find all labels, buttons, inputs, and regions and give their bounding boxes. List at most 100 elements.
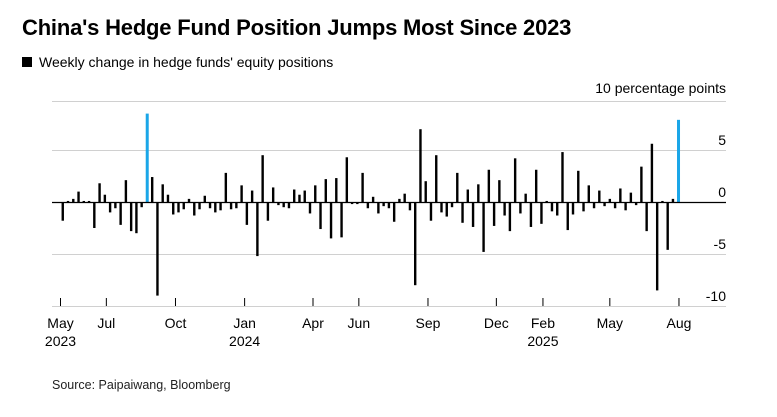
bar — [429, 202, 433, 221]
bar — [603, 202, 606, 207]
bar — [82, 200, 85, 202]
bar — [466, 189, 469, 202]
bar — [545, 200, 548, 202]
bar — [66, 200, 70, 202]
x-tick-year-label: 2024 — [229, 333, 260, 349]
bar — [324, 179, 327, 202]
bar — [414, 202, 417, 286]
bar — [498, 180, 501, 202]
bar — [361, 172, 364, 202]
bar — [487, 169, 491, 202]
x-tick-label: Apr — [302, 315, 324, 331]
bar — [671, 198, 675, 202]
bar — [93, 202, 96, 228]
bar — [282, 202, 285, 208]
bar — [540, 202, 543, 224]
bar — [524, 193, 527, 202]
bar — [103, 194, 107, 202]
bar — [177, 202, 180, 213]
bar — [440, 202, 443, 213]
bar — [608, 198, 612, 202]
bar — [650, 143, 654, 202]
bar-highlight — [145, 113, 149, 202]
bar — [135, 202, 138, 234]
bar — [550, 202, 554, 212]
x-tick-year-label: 2023 — [45, 333, 76, 349]
y-tick-label: -10 — [706, 288, 726, 304]
bar — [392, 202, 396, 222]
bar — [150, 177, 154, 202]
bar — [219, 202, 222, 211]
bar — [129, 202, 133, 232]
bar — [645, 202, 648, 232]
bar — [235, 202, 238, 209]
x-tick-label: Oct — [165, 315, 187, 331]
y-tick-label: 5 — [718, 132, 726, 148]
x-tick-label: Jan — [233, 315, 256, 331]
y-axis-label: 10 percentage points — [595, 80, 726, 96]
bar — [193, 202, 196, 216]
bar — [582, 202, 585, 212]
bar — [345, 157, 349, 202]
bar — [340, 202, 343, 238]
bar — [492, 202, 496, 226]
bar — [456, 172, 459, 202]
bar — [303, 190, 306, 202]
bar — [519, 202, 522, 214]
bar — [424, 181, 427, 202]
bar — [598, 190, 601, 202]
bar — [87, 200, 91, 202]
bar — [435, 155, 438, 202]
bar — [256, 202, 259, 257]
bar — [335, 178, 338, 202]
bar — [655, 202, 659, 291]
x-tick-label: May — [597, 315, 623, 331]
bar — [534, 169, 538, 202]
bar — [408, 202, 412, 211]
bar — [140, 202, 143, 208]
legend-label: Weekly change in hedge funds' equity pos… — [39, 54, 334, 70]
bar — [471, 202, 475, 227]
bar — [403, 193, 406, 202]
bar — [156, 202, 159, 296]
bar — [72, 198, 75, 202]
bar — [477, 184, 480, 202]
bar — [619, 188, 622, 202]
bar — [224, 172, 228, 202]
bar — [261, 155, 264, 202]
legend-swatch — [22, 57, 32, 67]
bar — [287, 202, 291, 209]
bar — [556, 202, 559, 216]
bar — [114, 202, 117, 209]
source-note: Source: Paipaiwang, Bloomberg — [52, 378, 231, 392]
bar — [419, 129, 422, 202]
bar — [329, 202, 333, 239]
bar — [377, 202, 380, 214]
bar — [298, 194, 301, 202]
bar — [513, 158, 517, 202]
bar — [293, 189, 296, 202]
bar — [587, 185, 590, 202]
bar — [245, 202, 249, 225]
bar — [577, 170, 580, 202]
bar — [229, 202, 233, 210]
bar — [666, 202, 669, 250]
bar — [98, 183, 101, 202]
bar — [187, 198, 191, 202]
bar — [450, 202, 454, 208]
x-tick-label: Aug — [667, 315, 692, 331]
bar — [166, 194, 170, 202]
x-tick-label: Jul — [97, 315, 115, 331]
bar — [398, 198, 401, 202]
legend: Weekly change in hedge funds' equity pos… — [22, 54, 333, 70]
bar — [182, 202, 185, 210]
x-tick-year-label: 2025 — [527, 333, 558, 349]
bar — [529, 202, 533, 227]
bar — [203, 195, 206, 202]
bar — [61, 202, 64, 221]
x-tick-label: Feb — [531, 315, 555, 331]
bar — [382, 202, 385, 207]
bar — [250, 190, 254, 202]
x-tick-label: Jun — [348, 315, 371, 331]
